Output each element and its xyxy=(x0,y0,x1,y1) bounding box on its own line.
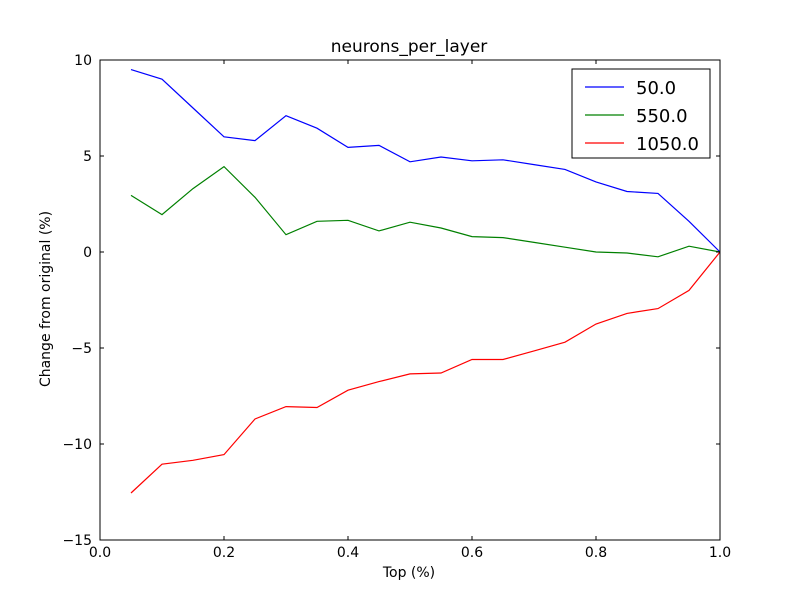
y-tick-label: −10 xyxy=(62,437,92,453)
legend: 50.0 550.0 1050.0 xyxy=(571,68,711,159)
series-line-1 xyxy=(130,165,721,258)
x-tick-label: 1.0 xyxy=(709,545,731,561)
y-tick-label: −15 xyxy=(62,533,92,549)
x-axis-label: Top (%) xyxy=(382,565,435,581)
x-tick-label: 0.0 xyxy=(89,545,111,561)
series-line-0 xyxy=(130,69,721,253)
x-tick-label: 0.4 xyxy=(337,545,359,561)
legend-label-0: 50.0 xyxy=(636,78,676,99)
y-tick-label: −5 xyxy=(71,341,92,357)
y-axis-label: Change from original (%) xyxy=(38,211,54,387)
legend-label-1: 550.0 xyxy=(636,106,688,127)
x-tick-label: 0.2 xyxy=(213,545,235,561)
x-tick-label: 0.6 xyxy=(461,545,483,561)
x-tick-label: 0.8 xyxy=(585,545,607,561)
plot-area: 0.0 0.2 0.4 0.6 0.8 1.0 10 5 0 −5 −10 −15 xyxy=(62,53,731,561)
y-tick-label: 5 xyxy=(83,149,92,165)
legend-label-2: 1050.0 xyxy=(636,134,699,155)
chart-title: neurons_per_layer xyxy=(331,37,488,57)
series-line-2 xyxy=(130,251,721,494)
y-tick-label: 10 xyxy=(74,53,92,69)
y-tick-label: 0 xyxy=(83,245,92,261)
plot-frame xyxy=(99,59,721,541)
